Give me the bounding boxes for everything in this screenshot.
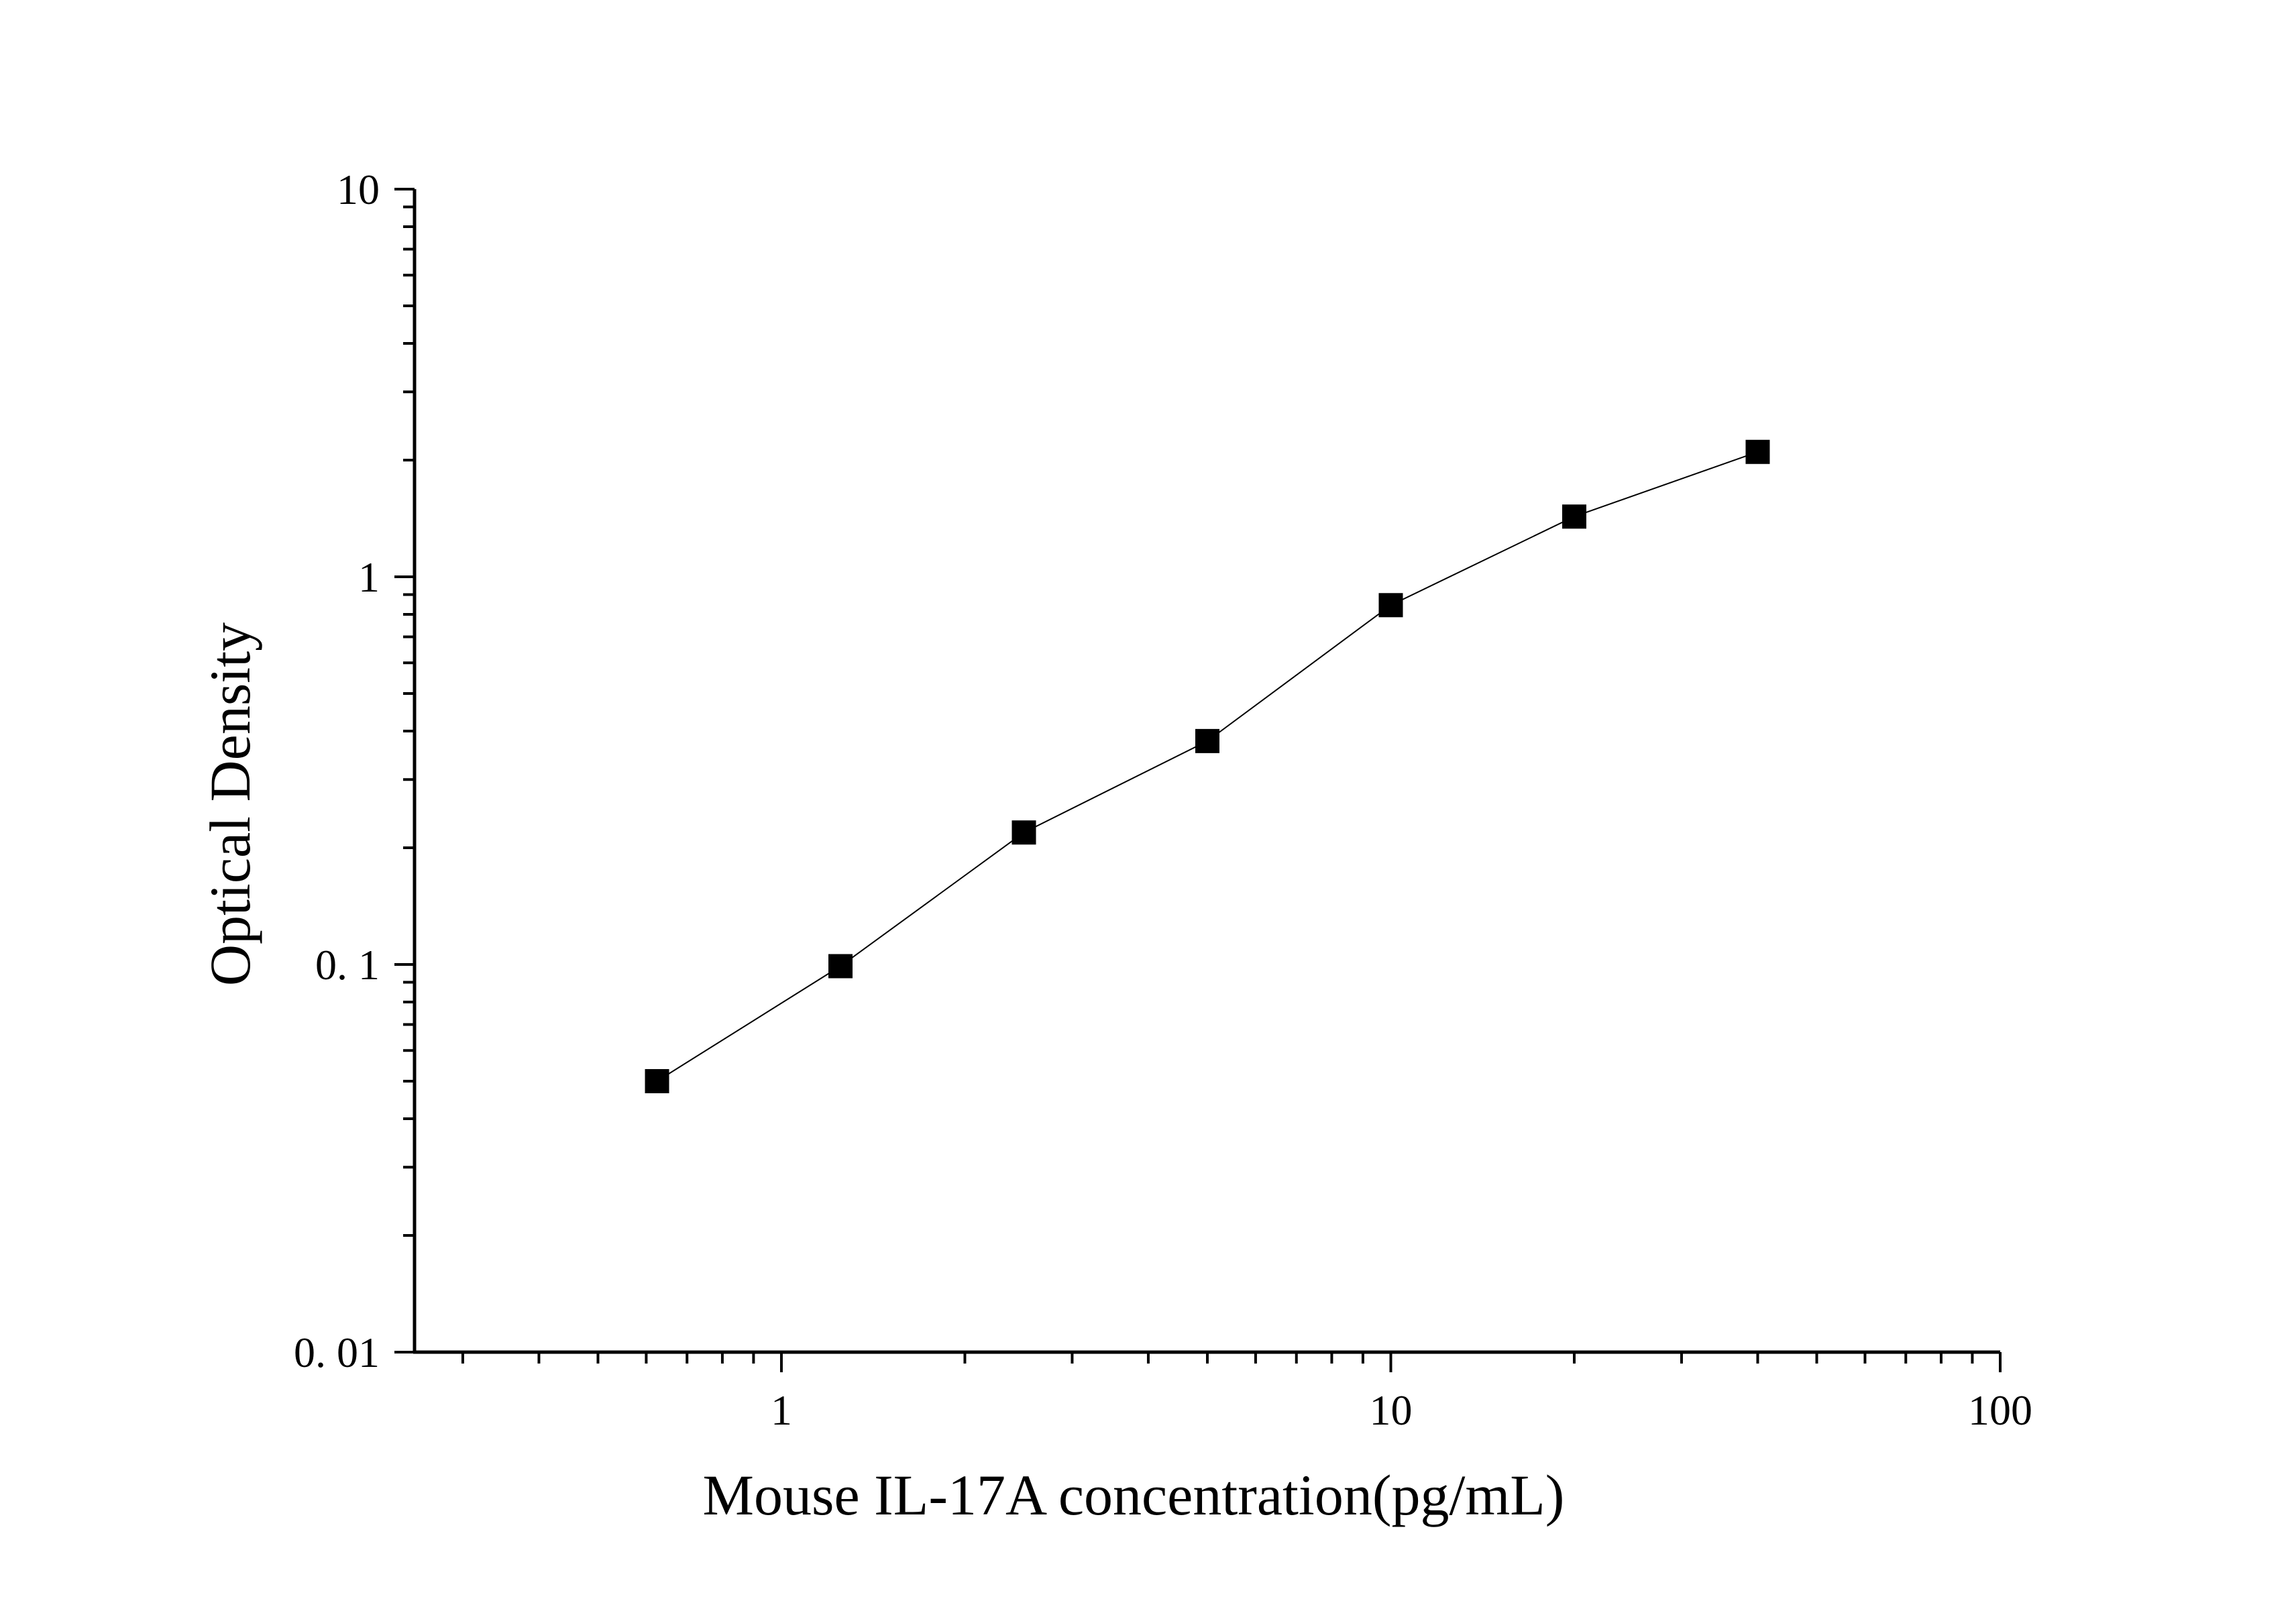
data-point-square <box>1562 504 1586 529</box>
x-axis-title: Mouse IL-17A concentration(pg/mL) <box>703 1463 1565 1527</box>
tick-labels: 1 10 100 0. 01 0. 1 1 10 <box>294 166 2032 1434</box>
y-tick-label: 1 <box>358 553 380 601</box>
fit-curve <box>656 451 1758 1082</box>
data-point-square <box>1378 593 1403 618</box>
y-tick-label: 0. 01 <box>294 1329 380 1376</box>
data-point-square <box>1195 728 1219 753</box>
y-tick-label: 10 <box>337 166 380 213</box>
data-point-square <box>828 954 853 979</box>
data-point-square <box>1745 439 1770 464</box>
fit-curve-layer <box>656 451 1758 1082</box>
y-tick-label: 0. 1 <box>315 941 380 989</box>
x-tick-label: 1 <box>771 1386 792 1434</box>
axes <box>413 189 2000 1354</box>
data-point-square <box>1012 820 1036 845</box>
x-tick-label: 100 <box>1968 1386 2032 1434</box>
y-axis-title: Optical Density <box>198 622 262 986</box>
tick-marks <box>394 188 2002 1372</box>
data-point-square <box>645 1068 669 1093</box>
x-tick-label: 10 <box>1369 1386 1412 1434</box>
data-points <box>645 439 1770 1093</box>
